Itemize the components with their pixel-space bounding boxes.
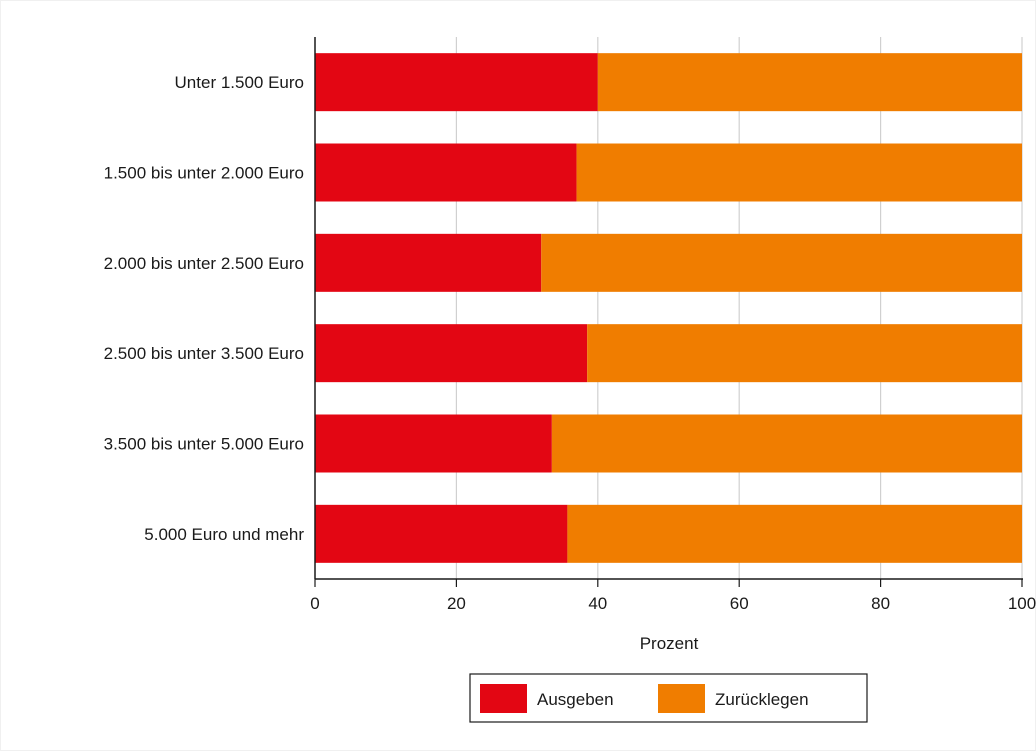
legend-label-1: Zurücklegen (715, 690, 809, 709)
axes (314, 37, 1023, 580)
grid-lines (455, 37, 1023, 579)
category-label-4: 3.500 bis unter 5.000 Euro (104, 435, 304, 454)
bar-zuruecklegen-4 (551, 414, 1022, 473)
x-tick-label-80: 80 (871, 594, 890, 613)
bar-zuruecklegen-3 (587, 324, 1022, 383)
bar-ausgeben-1 (315, 143, 577, 202)
x-tick-label-40: 40 (588, 594, 607, 613)
bar-zuruecklegen-5 (567, 504, 1022, 563)
bar-zuruecklegen-2 (541, 233, 1022, 292)
bar-ausgeben-5 (315, 504, 568, 563)
bar-ausgeben-2 (315, 233, 542, 292)
x-tick-label-60: 60 (730, 594, 749, 613)
legend-label-0: Ausgeben (537, 690, 614, 709)
category-labels: Unter 1.500 Euro 1.500 bis unter 2.000 Eu… (104, 73, 305, 544)
bar-ausgeben-0 (315, 53, 598, 112)
x-tick-label-0: 0 (310, 594, 319, 613)
legend-swatch-0 (480, 684, 527, 713)
bar-ausgeben-4 (315, 414, 552, 473)
legend-swatch-1 (658, 684, 705, 713)
x-axis-title: Prozent (640, 634, 699, 653)
category-label-1: 1.500 bis unter 2.000 Euro (104, 164, 304, 183)
bar-zuruecklegen-1 (576, 143, 1022, 202)
bar-ausgeben-3 (315, 324, 588, 383)
category-label-5: 5.000 Euro und mehr (144, 525, 304, 544)
legend: Ausgeben Zurücklegen (469, 673, 868, 723)
bar-zuruecklegen-0 (597, 53, 1022, 112)
category-label-2: 2.000 bis unter 2.500 Euro (104, 254, 304, 273)
x-tick-labels: 0 20 40 60 80 100 (310, 579, 1036, 613)
category-label-0: Unter 1.500 Euro (175, 73, 304, 92)
bars (315, 53, 1022, 563)
x-tick-label-100: 100 (1008, 594, 1036, 613)
category-label-3: 2.500 bis unter 3.500 Euro (104, 344, 304, 363)
x-tick-label-20: 20 (447, 594, 466, 613)
